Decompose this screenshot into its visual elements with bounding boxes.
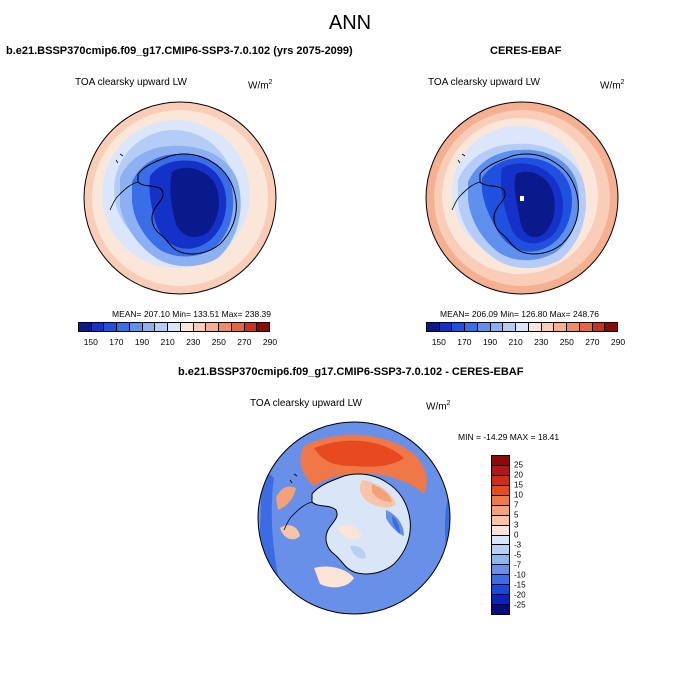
diff-stats: MIN = -14.29 MAX = 18.41 [458, 432, 560, 442]
diff-colorbar-swatch [492, 555, 509, 566]
diff-colorbar-labels: 25 20 15 10 7 5 3 0 -3 -5 -7 -10 -15 -20 -25 [514, 455, 544, 615]
model-colorbar-swatch [193, 323, 207, 331]
model-colorbar-swatch [180, 323, 194, 331]
model-variable-label: TOA clearsky upward LW [75, 77, 187, 88]
obs-panel-title: CERES-EBAF [490, 45, 562, 57]
diff-colorbar-label: 20 [514, 470, 523, 480]
model-colorbar-swatch [91, 323, 105, 331]
model-units: W/m2 [248, 79, 273, 92]
diff-colorbar-swatch [492, 605, 509, 614]
diff-colorbar-label: -25 [514, 600, 526, 610]
obs-colorbar-label: 170 [457, 337, 472, 347]
model-colorbar-label: 170 [109, 337, 124, 347]
obs-colorbar-swatch [592, 323, 606, 331]
model-colorbar-label: 150 [83, 337, 98, 347]
model-colorbar-label: 250 [211, 337, 226, 347]
diff-colorbar-label: -20 [514, 590, 526, 600]
obs-colorbar-swatch [439, 323, 453, 331]
obs-colorbar-swatch [490, 323, 504, 331]
model-colorbar-label: 190 [134, 337, 150, 347]
diff-variable-label: TOA clearsky upward LW [250, 398, 362, 409]
obs-colorbar-swatch [579, 323, 593, 331]
diff-colorbar-label: -3 [514, 540, 522, 550]
diff-panel-title: b.e21.BSSP370cmip6.f09_g17.CMIP6-SSP3-7.… [178, 366, 524, 378]
model-colorbar-swatch [231, 323, 245, 331]
obs-colorbar-label: 230 [534, 337, 549, 347]
obs-stats: MEAN= 206.09 Min= 126.80 Max= 248.76 [440, 309, 600, 319]
obs-colorbar-swatch [452, 323, 466, 331]
diff-colorbar-swatch [492, 465, 509, 476]
obs-units: W/m2 [600, 79, 625, 92]
diff-colorbar-swatch [492, 535, 509, 546]
obs-colorbar-label: 150 [431, 337, 446, 347]
diff-colorbar-label: 15 [514, 480, 523, 490]
obs-colorbar-swatch [554, 323, 568, 331]
obs-colorbar-label: 210 [508, 337, 523, 347]
obs-colorbar-swatch [541, 323, 555, 331]
diff-colorbar-label: 5 [514, 510, 519, 520]
model-polar-map [83, 101, 277, 295]
diff-colorbar-label: -15 [514, 580, 526, 590]
obs-colorbar-swatch [477, 323, 491, 331]
obs-colorbar-swatch [605, 323, 618, 331]
model-colorbar-swatch [155, 323, 169, 331]
model-colorbar-swatch [79, 323, 92, 331]
model-colorbar-swatch [129, 323, 143, 331]
obs-colorbar-swatch [516, 323, 529, 331]
diff-colorbar-swatch [492, 495, 509, 506]
diff-colorbar-swatch [492, 475, 509, 486]
diff-colorbar-swatch [492, 485, 509, 496]
model-colorbar-label: 210 [160, 337, 175, 347]
diff-colorbar-label: 25 [514, 460, 523, 470]
diff-units: W/m2 [426, 400, 451, 413]
obs-colorbar-swatch [528, 323, 542, 331]
diff-colorbar-swatch [492, 525, 509, 536]
model-colorbar-label: 270 [237, 337, 252, 347]
diff-colorbar-swatch [492, 595, 509, 606]
obs-colorbar-label: 270 [585, 337, 600, 347]
model-colorbar-label: 290 [262, 337, 278, 347]
diff-colorbar-label: -7 [514, 560, 522, 570]
obs-colorbar [426, 322, 618, 332]
model-colorbar-swatch [104, 323, 118, 331]
obs-colorbar-label: 290 [610, 337, 626, 347]
obs-colorbar-swatch [503, 323, 517, 331]
diff-colorbar-swatch [492, 545, 509, 556]
model-stats: MEAN= 207.10 Min= 133.51 Max= 238.39 [112, 309, 272, 319]
diff-colorbar-swatch [492, 505, 509, 516]
diff-polar-map [257, 421, 451, 615]
obs-colorbar-swatch [427, 323, 440, 331]
diff-colorbar-label: -5 [514, 550, 522, 560]
obs-polar-map [425, 101, 619, 295]
model-colorbar [78, 322, 270, 332]
diff-colorbar-label: -10 [514, 570, 526, 580]
model-colorbar-swatch [244, 323, 258, 331]
obs-colorbar-label: 190 [482, 337, 498, 347]
model-colorbar-swatch [257, 323, 270, 331]
model-colorbar-swatch [117, 323, 130, 331]
obs-variable-label: TOA clearsky upward LW [428, 77, 540, 88]
diff-colorbar-label: 7 [514, 500, 519, 510]
obs-colorbar-label: 250 [559, 337, 574, 347]
diff-colorbar-swatch [492, 565, 509, 576]
model-panel-title: b.e21.BSSP370cmip6.f09_g17.CMIP6-SSP3-7.… [6, 45, 353, 57]
diff-colorbar-swatch [492, 456, 509, 466]
figure-title: ANN [328, 12, 372, 34]
diff-colorbar-label: 10 [514, 490, 523, 500]
diff-colorbar-swatch [492, 515, 509, 526]
model-colorbar-label: 230 [186, 337, 201, 347]
model-colorbar-swatch [219, 323, 232, 331]
obs-colorbar-swatch [465, 323, 478, 331]
diff-colorbar-swatch [492, 575, 509, 586]
diff-colorbar [491, 455, 510, 615]
diff-colorbar-label: 3 [514, 520, 519, 530]
obs-colorbar-swatch [567, 323, 580, 331]
model-colorbar-swatch [206, 323, 220, 331]
diff-colorbar-label: 0 [514, 530, 519, 540]
model-colorbar-swatch [168, 323, 181, 331]
diff-colorbar-swatch [492, 585, 509, 596]
model-colorbar-swatch [142, 323, 156, 331]
